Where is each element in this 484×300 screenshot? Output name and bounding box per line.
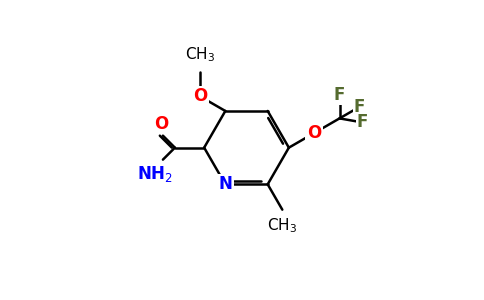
Text: CH$_3$: CH$_3$ [267,216,297,235]
Text: F: F [357,113,368,131]
Text: O: O [307,124,321,142]
Text: O: O [193,87,207,105]
Text: F: F [354,98,365,116]
Text: O: O [154,115,168,133]
Text: CH$_3$: CH$_3$ [185,45,215,64]
Text: N: N [218,175,232,193]
Text: F: F [334,86,345,104]
Text: NH$_2$: NH$_2$ [137,164,173,184]
